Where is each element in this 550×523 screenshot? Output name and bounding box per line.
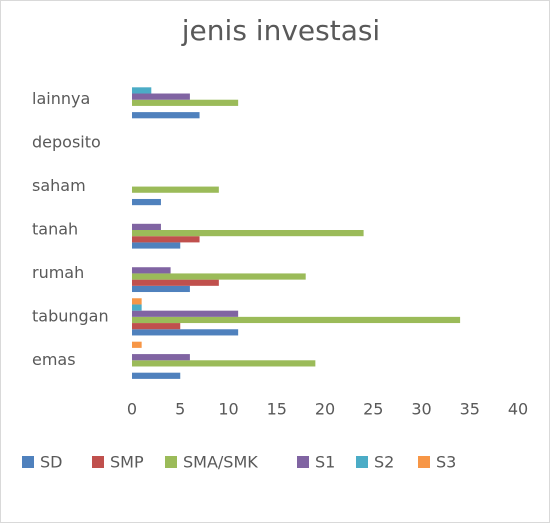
x-tick-label: 30 bbox=[411, 400, 431, 419]
x-tick-label: 25 bbox=[363, 400, 383, 419]
legend-label: SD bbox=[40, 453, 62, 472]
bar bbox=[132, 341, 142, 348]
legend-swatch bbox=[22, 456, 34, 468]
bar bbox=[132, 223, 161, 230]
bar bbox=[132, 186, 219, 193]
bar bbox=[132, 112, 200, 119]
x-tick-label: 5 bbox=[175, 400, 185, 419]
bar bbox=[132, 354, 190, 361]
bar bbox=[132, 285, 190, 293]
x-tick-label: 35 bbox=[460, 400, 480, 419]
x-tick-label: 20 bbox=[315, 400, 335, 419]
bar bbox=[132, 310, 239, 317]
legend-swatch bbox=[92, 456, 104, 468]
bar bbox=[132, 236, 200, 243]
bar bbox=[132, 267, 171, 274]
legend-swatch bbox=[297, 456, 309, 468]
bar bbox=[132, 99, 239, 106]
y-tick-label: emas bbox=[32, 350, 76, 369]
legend-swatch bbox=[356, 456, 368, 468]
bar bbox=[132, 360, 316, 367]
y-tick-label: tabungan bbox=[32, 306, 109, 325]
y-tick-label: lainnya bbox=[32, 89, 90, 108]
y-tick-label: deposito bbox=[32, 133, 101, 152]
x-tick-label: 15 bbox=[267, 400, 287, 419]
x-tick-label: 10 bbox=[218, 400, 238, 419]
legend-label: S3 bbox=[436, 453, 456, 472]
legend-swatch bbox=[165, 456, 177, 468]
legend-swatch bbox=[418, 456, 430, 468]
bar bbox=[132, 372, 181, 379]
bar bbox=[132, 273, 306, 280]
y-tick-label: rumah bbox=[32, 263, 84, 282]
y-tick-label: tanah bbox=[32, 220, 78, 239]
bar bbox=[132, 230, 364, 237]
legend-label: SMA/SMK bbox=[183, 453, 258, 472]
bar bbox=[132, 298, 142, 305]
bar bbox=[132, 198, 161, 206]
legend-label: S2 bbox=[374, 453, 394, 472]
y-tick-label: saham bbox=[32, 176, 86, 195]
bar bbox=[132, 242, 181, 249]
legend-label: S1 bbox=[315, 453, 335, 472]
chart-title: jenis investasi bbox=[181, 14, 380, 47]
legend-label: SMP bbox=[110, 453, 144, 472]
bar bbox=[132, 87, 152, 94]
bar bbox=[132, 93, 190, 100]
bar bbox=[132, 304, 142, 311]
bar bbox=[132, 323, 181, 330]
x-tick-label: 40 bbox=[508, 400, 528, 419]
bar bbox=[132, 279, 219, 286]
bar bbox=[132, 316, 461, 324]
x-tick-label: 0 bbox=[127, 400, 137, 419]
bar bbox=[132, 329, 239, 336]
